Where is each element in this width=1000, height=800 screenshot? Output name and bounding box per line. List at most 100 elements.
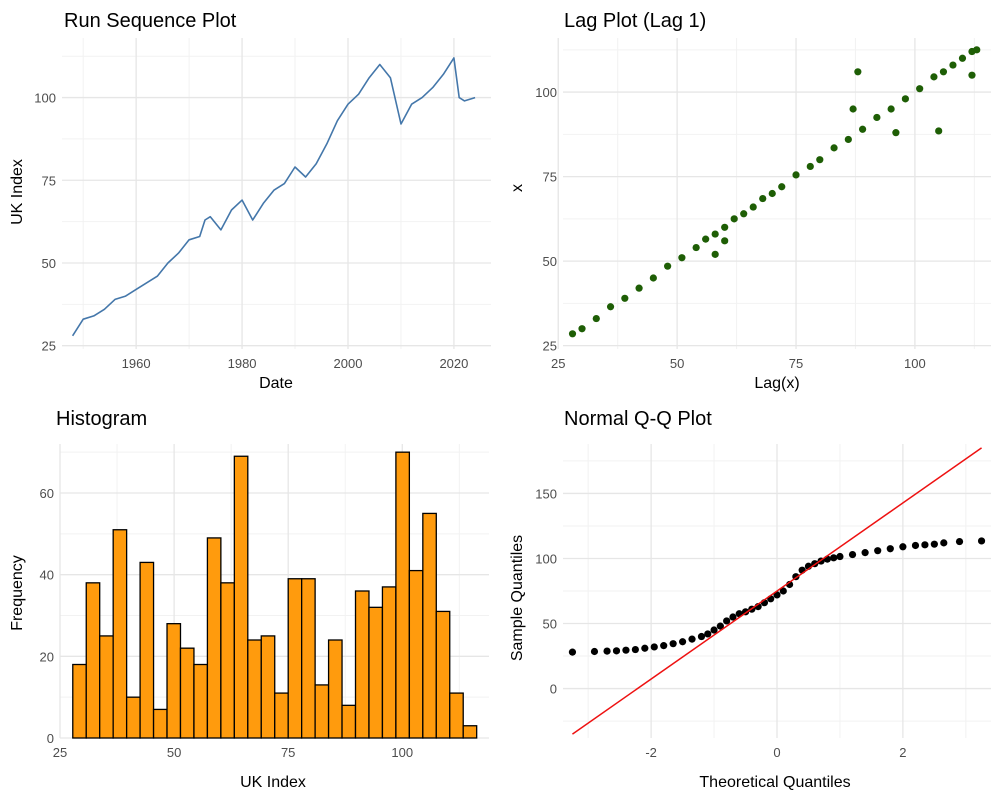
histogram-bar xyxy=(233,455,249,739)
lag-plot-point xyxy=(606,303,615,311)
qq-plot-point xyxy=(779,587,787,595)
lag-plot-point xyxy=(973,46,981,54)
histogram-bar xyxy=(125,696,141,739)
qq-plot-point xyxy=(861,549,869,557)
histogram-bar xyxy=(395,451,411,739)
histogram-bar xyxy=(166,623,182,739)
lag-plot-point xyxy=(949,61,957,69)
lag-plot-point xyxy=(768,189,776,198)
qq-plot-point xyxy=(710,626,718,634)
histogram-y-tick-label: 0 xyxy=(47,731,54,746)
histogram-bar xyxy=(85,582,101,739)
qq-reference-line xyxy=(572,447,982,735)
lag-plot-point xyxy=(830,144,838,152)
run-sequence-ylabel: UK Index xyxy=(9,159,26,225)
qq-plot-point xyxy=(723,617,731,625)
lag-plot-x-tick-label: 75 xyxy=(789,356,803,371)
run-sequence-x-tick-label: 1960 xyxy=(122,356,151,371)
lag-plot-point xyxy=(873,113,881,122)
lag-plot-x-tick-label: 25 xyxy=(551,356,565,371)
qq-plot-point xyxy=(899,543,907,551)
qq-plot-point xyxy=(612,647,621,655)
lag-plot-xlabel: Lag(x) xyxy=(754,375,799,392)
lag-plot-point xyxy=(740,210,748,218)
qq-plot-y-tick-label: 50 xyxy=(543,617,557,632)
histogram-bar xyxy=(274,692,289,739)
lag-plot-point xyxy=(844,135,852,144)
lag-plot-point xyxy=(721,223,729,231)
qq-plot-point xyxy=(874,547,882,555)
qq-plot-point xyxy=(848,550,857,559)
run-sequence-y-tick-label: 75 xyxy=(42,173,56,188)
lag-plot-point xyxy=(778,183,786,191)
lag-plot-y-tick-label: 75 xyxy=(543,170,557,185)
histogram-xlabel: UK Index xyxy=(240,774,306,791)
histogram-bar xyxy=(435,610,451,739)
histogram-bar xyxy=(368,606,384,739)
lag-plot-point xyxy=(578,325,586,333)
run-sequence-y-tick-label: 100 xyxy=(34,91,56,106)
histogram-bar xyxy=(139,561,155,739)
qq-plot-point xyxy=(650,643,658,651)
histogram-bar xyxy=(341,704,357,739)
lag-plot-x-tick-label: 100 xyxy=(904,356,926,371)
qq-plot-point xyxy=(940,539,948,547)
lag-plot-point xyxy=(568,330,577,338)
lag-plot-point xyxy=(635,284,643,292)
histogram-bar xyxy=(449,692,464,739)
histogram-bar xyxy=(462,725,478,739)
qq-plot: -2 0 2 0 50 100 150 xyxy=(535,444,991,760)
qq-plot-point xyxy=(836,552,844,561)
histogram-bar xyxy=(408,569,424,739)
lag-plot-point xyxy=(692,243,700,252)
lag-plot-point xyxy=(859,125,867,133)
lag-plot-point xyxy=(930,73,938,81)
lag-plot-point xyxy=(892,129,900,137)
lag-plot-point xyxy=(968,71,976,79)
histogram-bar xyxy=(287,578,303,739)
histogram-x-tick-label: 25 xyxy=(53,745,67,760)
qq-plot-point xyxy=(641,644,649,652)
qq-plot-ylabel: Sample Quantiles xyxy=(509,535,526,661)
lag-plot-point xyxy=(849,105,857,113)
histogram-ylabel: Frequency xyxy=(9,555,26,631)
lag-plot-point xyxy=(816,156,824,164)
qq-plot-point xyxy=(603,647,611,655)
qq-plot-x-tick-label: -2 xyxy=(645,745,657,760)
histogram-y-tick-label: 20 xyxy=(40,649,54,664)
qq-plot-point xyxy=(590,647,599,656)
lag-plot-point xyxy=(792,171,800,179)
histogram-bar xyxy=(354,590,370,739)
lag-plot: 25 50 75 100 25 50 75 100 xyxy=(535,38,991,371)
qq-plot-point xyxy=(977,537,986,545)
qq-plot-point xyxy=(678,638,687,646)
lag-plot-ylabel: x xyxy=(509,184,526,192)
histogram-bar xyxy=(327,639,343,739)
lag-plot-point xyxy=(806,162,814,171)
lag-plot-x-tick-label: 50 xyxy=(670,356,684,371)
qq-plot-y-tick-label: 150 xyxy=(535,486,557,501)
qq-plot-point xyxy=(622,646,630,654)
qq-plot-x-tick-label: 2 xyxy=(899,745,906,760)
histogram-bar xyxy=(112,529,128,739)
qq-plot-point xyxy=(697,632,706,641)
qq-plot-point xyxy=(704,630,712,638)
histogram-bar xyxy=(314,684,330,739)
lag-plot-point xyxy=(749,203,757,211)
qq-plot-point xyxy=(729,613,737,621)
lag-plot-point xyxy=(702,235,710,243)
run-sequence-xlabel: Date xyxy=(259,375,293,392)
lag-plot-point xyxy=(711,250,719,258)
qq-plot-point xyxy=(631,645,639,654)
qq-plot-point xyxy=(669,640,677,648)
histogram-bar xyxy=(72,663,87,739)
lag-plot-point xyxy=(916,85,924,93)
lag-plot-point xyxy=(887,105,895,113)
qq-plot-point xyxy=(911,541,920,550)
lag-plot-y-tick-label: 100 xyxy=(535,85,557,100)
histogram-x-tick-label: 100 xyxy=(391,745,413,760)
run-sequence-x-tick-label: 2000 xyxy=(334,356,363,371)
qq-plot-point xyxy=(921,541,929,549)
lag-plot-point xyxy=(730,215,738,223)
